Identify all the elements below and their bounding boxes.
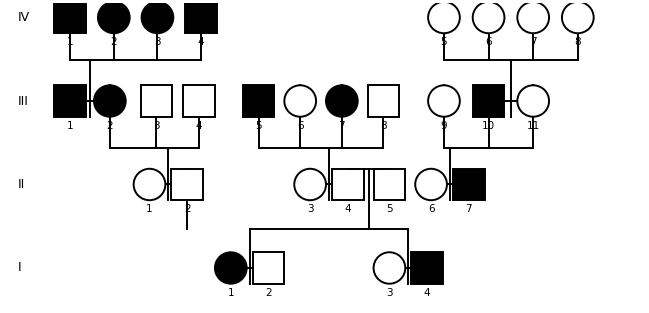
Text: 10: 10 bbox=[482, 121, 495, 131]
Text: IV: IV bbox=[18, 11, 30, 24]
Text: 3: 3 bbox=[153, 121, 160, 131]
Ellipse shape bbox=[215, 252, 247, 284]
Text: 11: 11 bbox=[526, 121, 540, 131]
Bar bbox=[55, 2, 86, 33]
Text: 8: 8 bbox=[380, 121, 387, 131]
Ellipse shape bbox=[428, 2, 460, 33]
Bar bbox=[332, 169, 363, 200]
Text: 4: 4 bbox=[196, 121, 202, 131]
Ellipse shape bbox=[428, 85, 460, 117]
Text: 3: 3 bbox=[154, 37, 161, 47]
Text: 4: 4 bbox=[345, 204, 351, 214]
Ellipse shape bbox=[134, 169, 165, 200]
Ellipse shape bbox=[374, 252, 406, 284]
Ellipse shape bbox=[98, 2, 130, 33]
Ellipse shape bbox=[94, 85, 126, 117]
Bar bbox=[252, 252, 284, 284]
Text: 1: 1 bbox=[228, 288, 234, 298]
Text: II: II bbox=[18, 178, 25, 191]
Text: 6: 6 bbox=[485, 37, 492, 47]
Bar bbox=[141, 85, 173, 117]
Text: 2: 2 bbox=[265, 288, 272, 298]
Text: 3: 3 bbox=[307, 204, 313, 214]
Text: 6: 6 bbox=[297, 121, 304, 131]
Text: 1: 1 bbox=[67, 37, 73, 47]
Text: III: III bbox=[18, 95, 29, 107]
Text: 2: 2 bbox=[110, 37, 117, 47]
Text: 5: 5 bbox=[441, 37, 447, 47]
Text: I: I bbox=[18, 261, 21, 275]
Text: 4: 4 bbox=[424, 288, 430, 298]
Ellipse shape bbox=[415, 169, 447, 200]
Ellipse shape bbox=[326, 85, 358, 117]
Text: 1: 1 bbox=[67, 121, 73, 131]
Ellipse shape bbox=[562, 2, 594, 33]
Text: 5: 5 bbox=[255, 121, 262, 131]
Ellipse shape bbox=[294, 169, 326, 200]
Bar bbox=[472, 85, 504, 117]
Text: 4: 4 bbox=[198, 37, 204, 47]
Bar bbox=[171, 169, 203, 200]
Ellipse shape bbox=[284, 85, 316, 117]
Text: 8: 8 bbox=[574, 37, 581, 47]
Bar bbox=[411, 252, 443, 284]
Bar bbox=[367, 85, 399, 117]
Bar bbox=[185, 2, 217, 33]
Text: 1: 1 bbox=[146, 204, 153, 214]
Bar bbox=[243, 85, 275, 117]
Text: 6: 6 bbox=[428, 204, 434, 214]
Ellipse shape bbox=[472, 2, 504, 33]
Text: 7: 7 bbox=[339, 121, 345, 131]
Text: 7: 7 bbox=[530, 37, 537, 47]
Text: 2: 2 bbox=[184, 204, 191, 214]
Ellipse shape bbox=[517, 85, 549, 117]
Text: 3: 3 bbox=[386, 288, 393, 298]
Text: 2: 2 bbox=[106, 121, 113, 131]
Text: 5: 5 bbox=[386, 204, 393, 214]
Text: 9: 9 bbox=[441, 121, 447, 131]
Bar bbox=[374, 169, 406, 200]
Text: 7: 7 bbox=[465, 204, 472, 214]
Ellipse shape bbox=[141, 2, 173, 33]
Bar bbox=[453, 169, 485, 200]
Ellipse shape bbox=[517, 2, 549, 33]
Bar bbox=[55, 85, 86, 117]
Bar bbox=[183, 85, 215, 117]
